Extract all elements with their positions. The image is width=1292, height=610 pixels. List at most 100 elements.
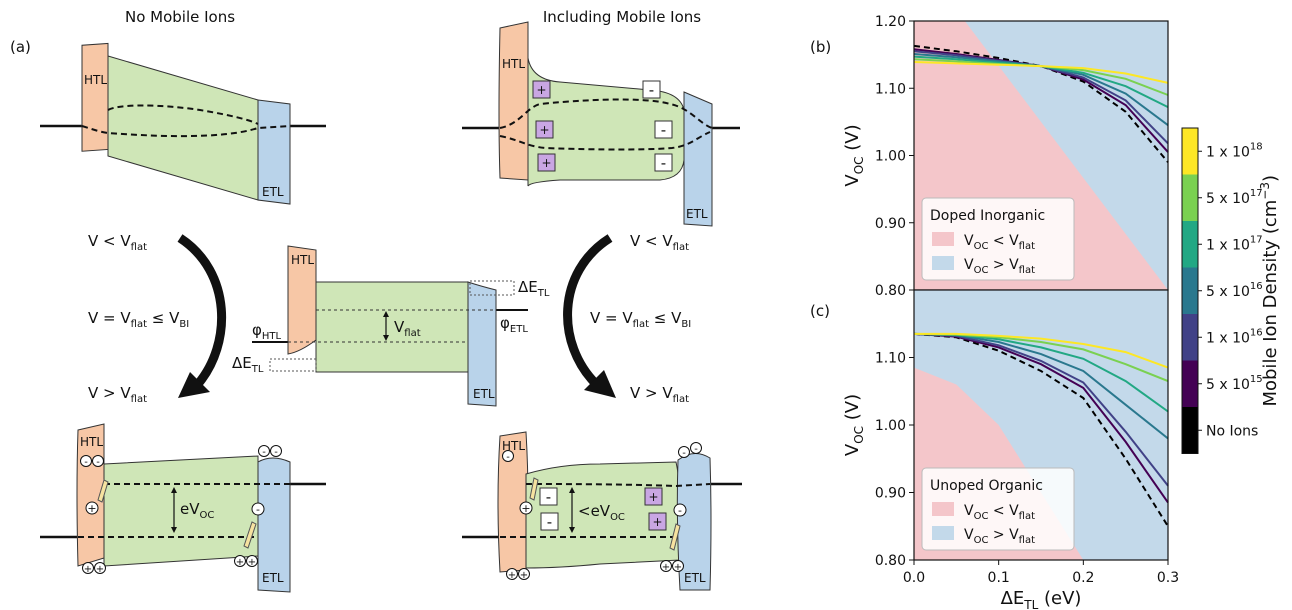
- band-diagram-top-left: HTL ETL: [40, 42, 326, 205]
- negative-ion-box: -: [539, 487, 558, 506]
- v-equal-vflat-right: V = Vflat ≤ VBI: [590, 309, 691, 330]
- legend-swatch: [932, 232, 954, 246]
- positive-ion-box: +: [644, 487, 663, 506]
- colorbar: 1 x 1018 5 x 1017 1 x 1017 5 x 1016 1 x 1016…: [1181, 127, 1281, 454]
- absorber-layer: [315, 281, 469, 373]
- hole-symbol: +: [85, 501, 99, 515]
- svg-text:+: +: [508, 570, 516, 581]
- svg-text:-: -: [84, 457, 88, 468]
- electron-symbol: -: [258, 445, 270, 458]
- electron-symbol: -: [251, 502, 265, 516]
- x-tick-label: 0.3: [1157, 570, 1179, 586]
- electron-symbol: -: [690, 442, 702, 455]
- evoc-label: eVOC: [180, 500, 214, 521]
- curved-arrow-left: [177, 234, 227, 387]
- y-axis-label: VOC (V): [842, 394, 866, 456]
- electron-symbol: -: [678, 446, 690, 459]
- colorbar-segment: [1182, 314, 1198, 361]
- svg-text:-: -: [661, 121, 666, 139]
- svg-text:+: +: [84, 564, 92, 575]
- v-greater-than-vflat-left: V > Vflat: [88, 384, 147, 405]
- svg-text:-: -: [546, 488, 551, 506]
- band-diagram-bottom-left: eVOC HTL ETL - - - - + - + + + +: [40, 423, 326, 593]
- legend-swatch: [932, 526, 954, 540]
- negative-ion-box: -: [654, 120, 673, 139]
- delta-e-tl-top: ΔETL: [518, 278, 550, 299]
- svg-text:-: -: [661, 154, 666, 172]
- hole-symbol: +: [506, 568, 518, 581]
- hole-symbol: +: [672, 560, 684, 573]
- svg-text:+: +: [520, 570, 528, 581]
- chart-b: 0.80 0.90 1.00 1.10 1.20 VOC (V) Doped Inorgan…: [842, 14, 1169, 299]
- legend-entry: VOC < Vflat: [964, 503, 1035, 522]
- title-including-mobile-ions: Including Mobile Ions: [543, 8, 701, 26]
- htl-layer: [498, 21, 530, 181]
- hole-symbol: -: [92, 455, 104, 468]
- y-tick-label: 1.10: [875, 81, 906, 97]
- colorbar-frame: [1181, 127, 1199, 454]
- colorbar-segment: [1182, 267, 1198, 314]
- electron-symbol: -: [502, 450, 514, 463]
- colorbar-label: 1 x 1017: [1206, 234, 1263, 253]
- svg-text:-: -: [678, 504, 682, 517]
- legend: Unoped Organic VOC < Vflat VOC > Vflat: [921, 467, 1075, 551]
- etl-label: ETL: [262, 571, 284, 585]
- svg-text:+: +: [248, 557, 256, 568]
- transition-left: V < Vflat V = Vflat ≤ VBI V > Vflat: [88, 232, 227, 405]
- colorbar-segment: [1182, 174, 1198, 221]
- svg-text:-: -: [96, 457, 100, 468]
- etl-layer: [467, 281, 497, 407]
- htl-label: HTL: [80, 435, 103, 449]
- x-tick-label: 0.0: [903, 570, 925, 586]
- htl-label: HTL: [502, 57, 525, 71]
- band-diagram-flat: Vflat HTL ETL φHTL φETL ΔETL ΔETL: [232, 245, 550, 407]
- svg-text:+: +: [521, 502, 530, 515]
- v-equal-vflat-left: V = Vflat ≤ VBI: [88, 309, 189, 330]
- svg-text:+: +: [648, 490, 658, 504]
- svg-text:-: -: [256, 503, 260, 516]
- svg-text:-: -: [547, 513, 552, 531]
- series-line-6: [913, 61, 1169, 84]
- absorber-layer: [107, 55, 259, 201]
- svg-text:-: -: [506, 452, 510, 463]
- htl-label: HTL: [291, 253, 314, 267]
- series-line-0: [913, 44, 1169, 163]
- legend-title: Unoped Organic: [930, 478, 1043, 494]
- band-diagram-top-right: HTL ETL + + + - - -: [462, 21, 740, 227]
- panel-b-label: (b): [810, 38, 831, 56]
- hole-symbol: +: [246, 555, 258, 568]
- panel-a: (a) No Mobile Ions Including Mobile Ions…: [10, 8, 742, 593]
- legend-entry: VOC < Vflat: [964, 233, 1035, 252]
- etl-label: ETL: [684, 571, 706, 585]
- title-no-mobile-ions: No Mobile Ions: [125, 8, 235, 26]
- electron-symbol: -: [673, 503, 687, 517]
- etl-label: ETL: [686, 207, 708, 221]
- positive-ion-box: +: [537, 153, 556, 172]
- colorbar-segment: [1182, 360, 1198, 407]
- y-tick-label: 1.20: [875, 14, 906, 30]
- htl-label: HTL: [84, 73, 107, 87]
- negative-ion-box: -: [654, 153, 673, 172]
- region-voc-gt-vflat: [964, 21, 1168, 290]
- svg-text:+: +: [541, 156, 551, 170]
- colorbar-segment: [1182, 221, 1198, 268]
- panel-c-label: (c): [810, 302, 830, 320]
- band-diagram-bottom-right: <eVOC HTL ETL - - + + - - - + - + + + +: [462, 431, 742, 591]
- vflat-label: Vflat: [394, 318, 421, 339]
- extraction-arrow: [529, 477, 539, 501]
- etl-label: ETL: [262, 185, 284, 199]
- svg-text:+: +: [236, 557, 244, 568]
- y-tick-label: 1.00: [875, 418, 906, 434]
- colorbar-label: 1 x 1016: [1206, 327, 1263, 346]
- htl-layer: [81, 42, 109, 152]
- colorbar-label: 5 x 1017: [1206, 188, 1263, 207]
- positive-ion-box: +: [535, 120, 554, 139]
- negative-ion-box: -: [642, 80, 661, 99]
- extraction-arrow: [669, 523, 681, 551]
- positive-ion-box: +: [532, 80, 551, 99]
- colorbar-segment: [1182, 128, 1198, 175]
- legend-swatch: [932, 256, 954, 270]
- legend-entry: VOC > Vflat: [964, 527, 1035, 546]
- legend-swatch: [932, 502, 954, 516]
